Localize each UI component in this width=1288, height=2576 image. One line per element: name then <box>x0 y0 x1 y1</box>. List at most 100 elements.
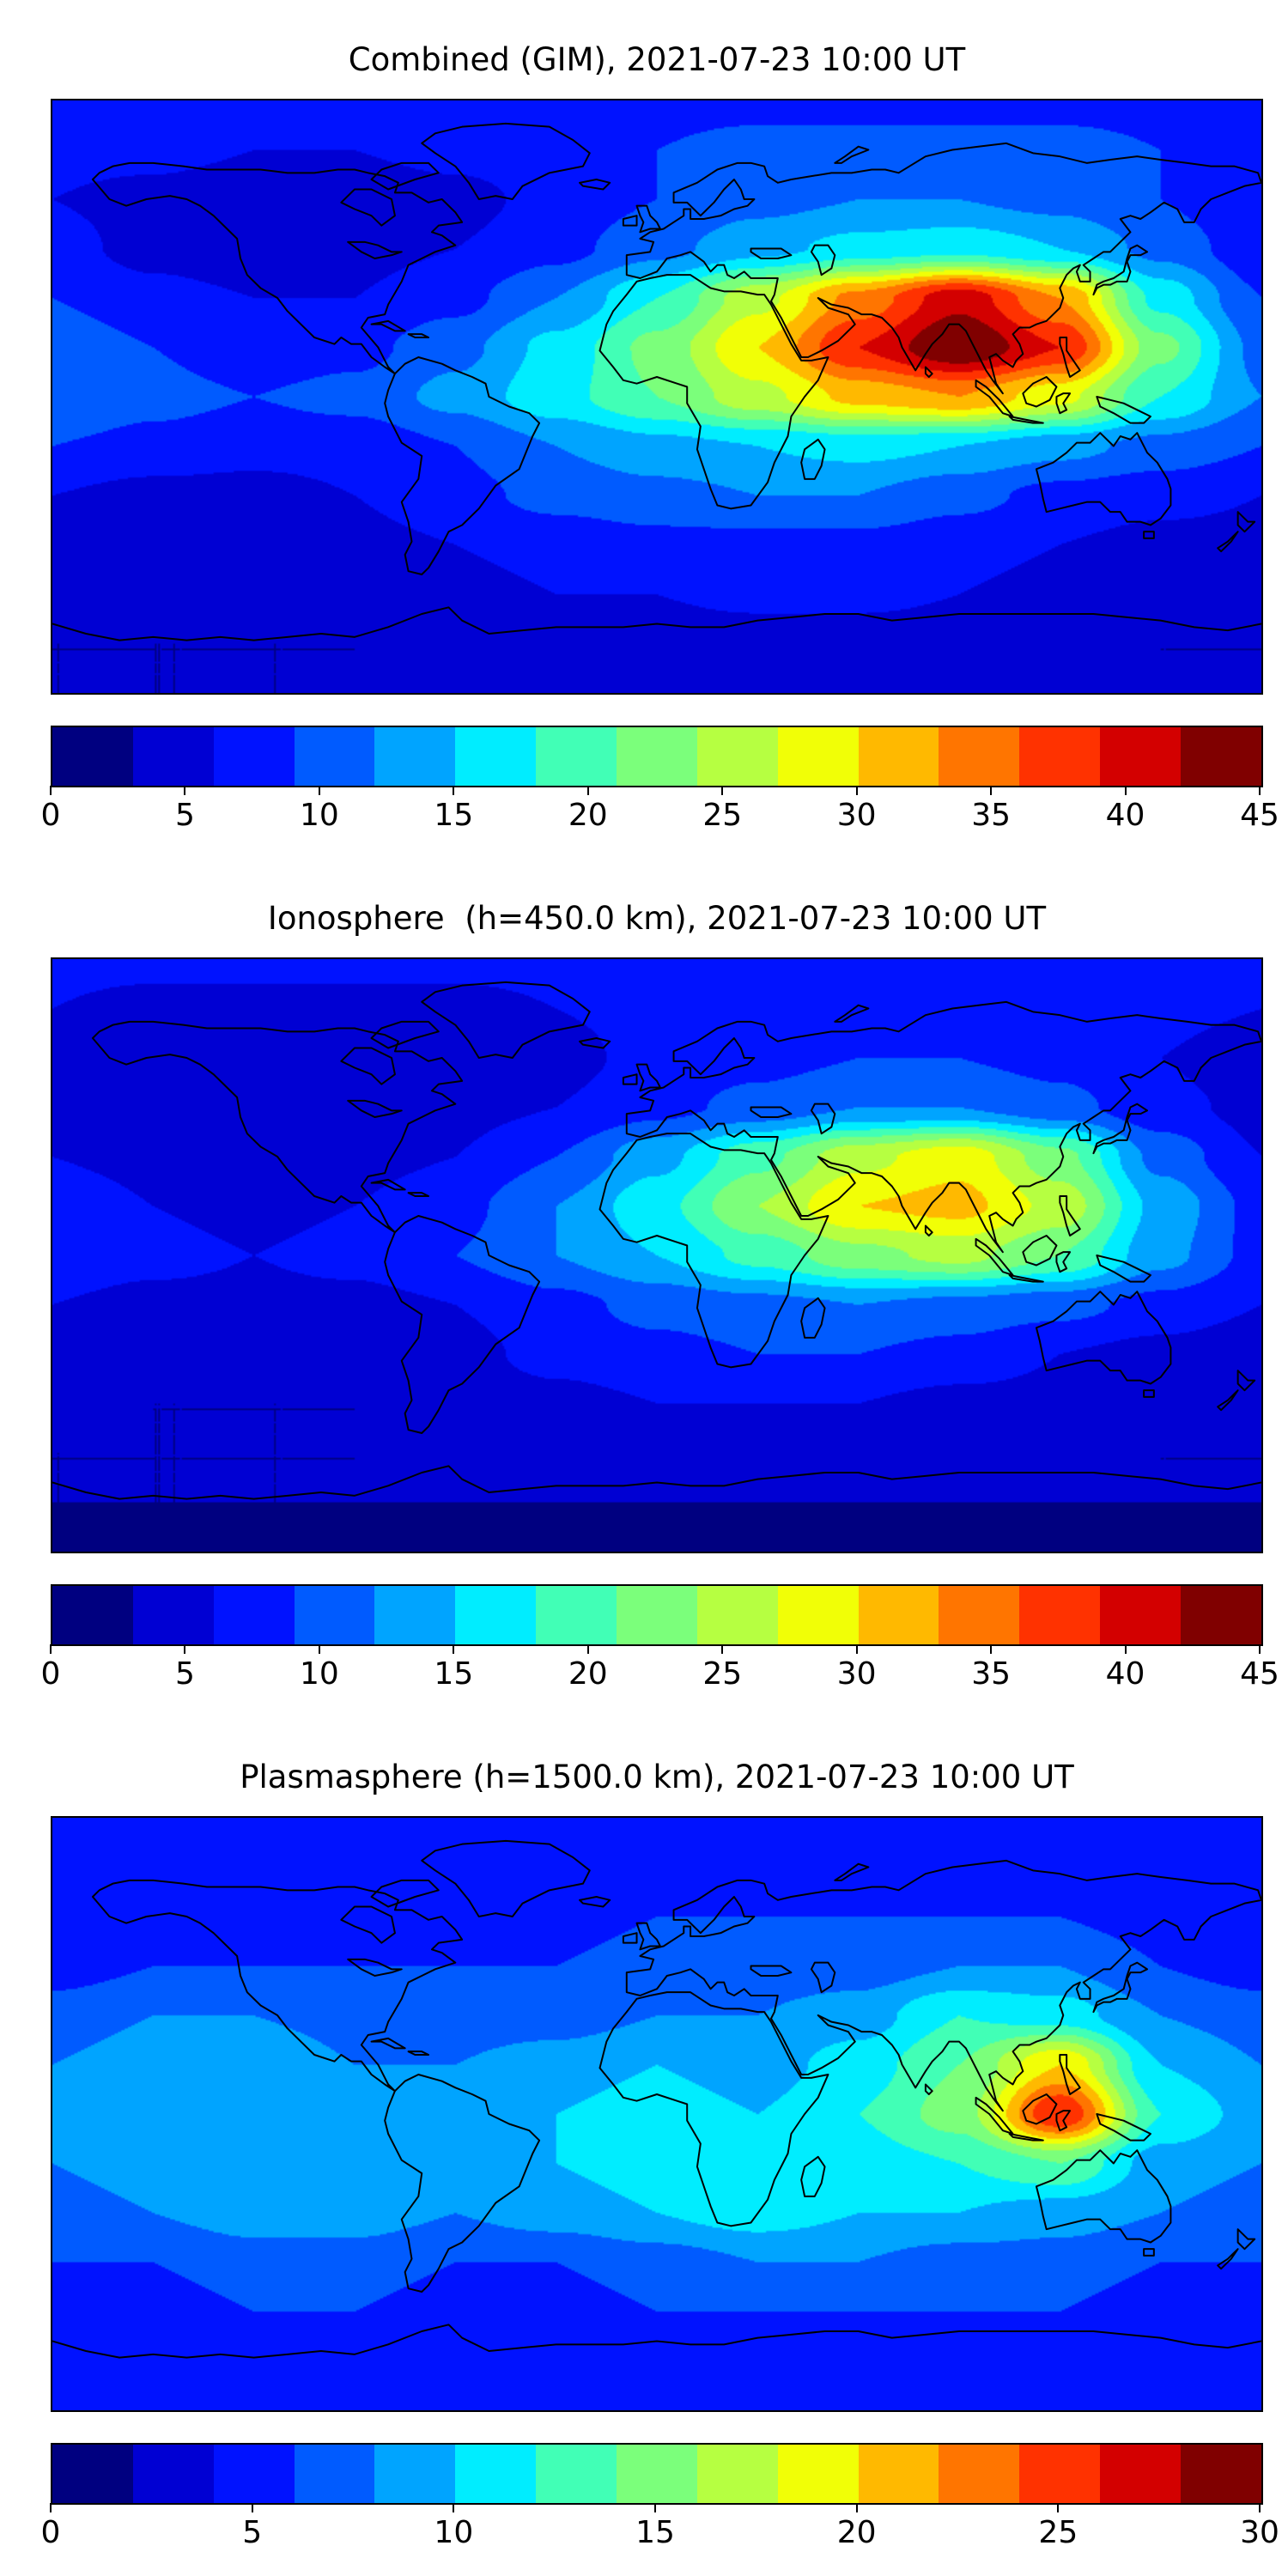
colorbar-tick-mark <box>990 1644 993 1654</box>
coastline-path <box>1218 532 1237 551</box>
coastline-path <box>926 368 933 378</box>
coastline-path <box>627 143 1261 393</box>
colorbar-segment <box>1100 1586 1182 1644</box>
coastline-path <box>801 1298 824 1338</box>
coastline-path <box>52 1466 1261 1498</box>
coastline-path <box>341 190 395 226</box>
tec-heatmap-canvas <box>52 100 1261 693</box>
colorbar-segment <box>455 1586 537 1644</box>
colorbar-segment <box>777 1586 859 1644</box>
colorbar-tick-mark <box>453 1644 455 1654</box>
coastline-path <box>409 334 428 337</box>
coastline-path <box>600 1992 829 2226</box>
panel-ionosphere: Ionosphere (h=450.0 km), 2021-07-23 10:0… <box>0 859 1288 1717</box>
colorbar-ticks-ionosphere: 0 5 10 15 20 25 30 35 40 45 <box>41 1644 1279 1704</box>
coastline-path <box>385 2075 539 2292</box>
coastline-path <box>1036 1291 1170 1383</box>
coastlines-overlay <box>52 959 1261 1552</box>
coastline-path <box>1144 2249 1154 2256</box>
coastline-path <box>93 163 462 374</box>
coastline-path <box>1093 246 1147 295</box>
colorbar-segment <box>617 727 697 786</box>
coastline-path <box>801 440 824 479</box>
colorbar-tick-mark <box>1259 1644 1261 1654</box>
coastline-path <box>580 1897 610 1907</box>
colorbar-tick-mark <box>855 786 858 795</box>
coastline-path <box>385 1216 539 1433</box>
coastline-path <box>372 163 439 190</box>
coastline-path <box>93 1880 462 2091</box>
coastline-path <box>422 1841 590 1917</box>
colorbar-tick-mark <box>1259 786 1261 795</box>
coastline-path <box>372 1180 405 1190</box>
coastline-path <box>93 1022 462 1232</box>
colorbar-tick-label: 15 <box>434 1656 474 1692</box>
colorbar-tick-label: 25 <box>702 1656 743 1692</box>
coastline-path <box>751 1108 792 1118</box>
coastline-path <box>1056 1252 1070 1272</box>
coastline-path <box>627 1861 1261 2111</box>
colorbar-segment <box>1019 1586 1101 1644</box>
colorbar-tick-mark <box>855 2503 858 2512</box>
coastline-path <box>1093 1963 1147 2013</box>
coastline-path <box>1010 416 1043 423</box>
coastline-path <box>811 246 835 276</box>
colorbar-tick-mark <box>855 1644 858 1654</box>
colorbar-segments <box>52 2445 1261 2503</box>
tec-heatmap-canvas <box>52 1818 1261 2410</box>
colorbar-tick-label: 20 <box>568 1656 608 1692</box>
coastline-path <box>1097 397 1151 423</box>
coastline-path <box>1010 1275 1043 1282</box>
colorbar-segment <box>696 1586 778 1644</box>
coastline-path <box>1023 2094 1056 2124</box>
colorbar-tick-mark <box>586 786 589 795</box>
coastline-path <box>409 1193 428 1196</box>
coastline-path <box>751 1966 792 1977</box>
coastline-path <box>637 206 660 233</box>
colorbar-tick-label: 20 <box>568 798 608 833</box>
colorbar-segment <box>536 1586 617 1644</box>
colorbar-tick-mark <box>50 2503 52 2512</box>
coastline-path <box>385 357 539 574</box>
coastline-path <box>1036 2150 1170 2242</box>
colorbar-tick-mark <box>1259 2503 1261 2512</box>
coastline-path <box>1023 1236 1056 1266</box>
coastline-path <box>751 249 792 259</box>
coastline-path <box>1060 337 1079 377</box>
colorbar-segment <box>536 2445 617 2503</box>
colorbar-segment <box>455 2445 537 2503</box>
coastline-path <box>341 1048 395 1084</box>
coastline-path <box>1036 433 1170 525</box>
coastline-path <box>623 1933 637 1943</box>
colorbar-tick-label: 45 <box>1240 1656 1279 1692</box>
colorbar-tick-mark <box>251 2503 253 2512</box>
coastline-path <box>1056 2111 1070 2130</box>
colorbar-tick-label: 5 <box>174 798 195 833</box>
colorbar-segment <box>617 1586 697 1644</box>
colorbar-tick-mark <box>990 786 993 795</box>
colorbar-segment <box>939 727 1020 786</box>
coastline-path <box>835 1005 868 1022</box>
colorbar-segment <box>1019 2445 1101 2503</box>
coastline-path <box>580 1038 610 1048</box>
coastline-path <box>627 1002 1261 1252</box>
colorbar-segments <box>52 1586 1261 1644</box>
coastline-path <box>1023 377 1056 407</box>
coastline-path <box>372 1880 439 1907</box>
coastline-path <box>811 1963 835 1993</box>
colorbar-tick-label: 5 <box>174 1656 195 1692</box>
map-ionosphere <box>51 957 1263 1553</box>
colorbar-segment <box>777 727 859 786</box>
coastline-path <box>1218 2249 1237 2269</box>
coastline-path <box>926 1226 933 1236</box>
colorbar-tick-label: 15 <box>635 2515 675 2550</box>
coastline-path <box>52 607 1261 640</box>
colorbar-segment <box>294 727 375 786</box>
colorbar-segment <box>52 2445 133 2503</box>
coastline-path <box>1093 1104 1147 1154</box>
colorbar-segment <box>1181 2445 1261 2503</box>
colorbar-tick-mark <box>721 1644 724 1654</box>
colorbar-segment <box>939 2445 1020 2503</box>
coastline-path <box>637 1923 660 1950</box>
